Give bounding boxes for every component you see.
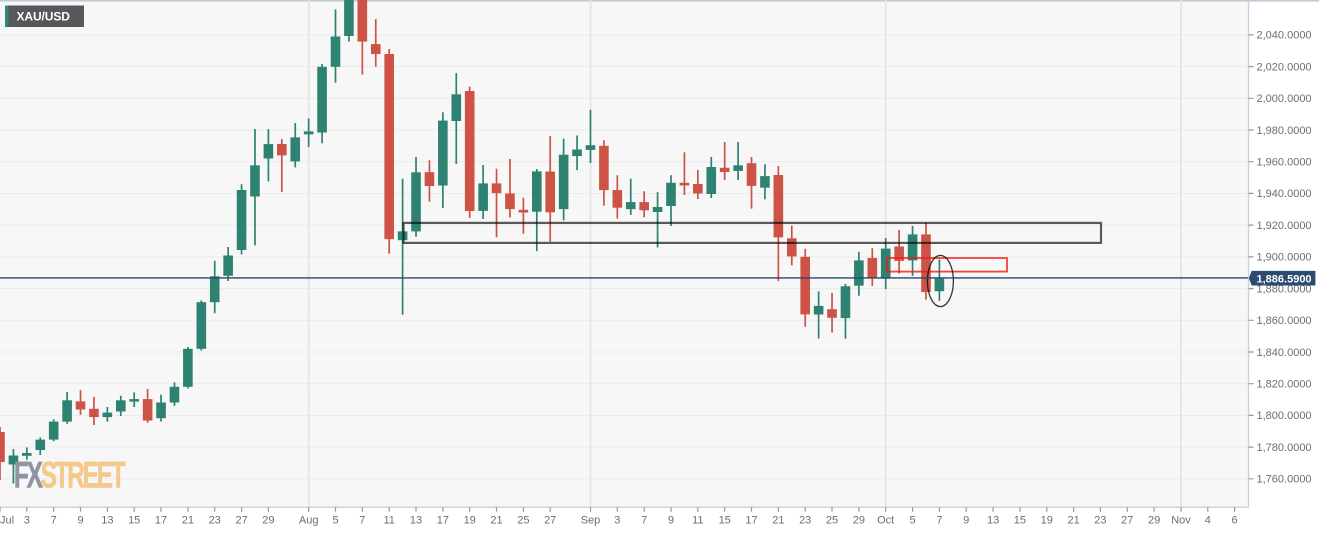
svg-text:1,980.0000: 1,980.0000 bbox=[1257, 125, 1312, 137]
svg-text:21: 21 bbox=[772, 515, 784, 527]
svg-text:27: 27 bbox=[544, 515, 556, 527]
svg-text:25: 25 bbox=[826, 515, 838, 527]
svg-text:1,900.0000: 1,900.0000 bbox=[1257, 252, 1312, 264]
svg-text:9: 9 bbox=[77, 515, 83, 527]
svg-text:5: 5 bbox=[332, 515, 338, 527]
svg-text:1,860.0000: 1,860.0000 bbox=[1257, 315, 1312, 327]
svg-text:15: 15 bbox=[128, 515, 140, 527]
svg-text:3: 3 bbox=[24, 515, 30, 527]
svg-text:17: 17 bbox=[745, 515, 757, 527]
svg-text:1,960.0000: 1,960.0000 bbox=[1257, 157, 1312, 169]
svg-text:11: 11 bbox=[692, 515, 703, 527]
svg-text:11: 11 bbox=[383, 515, 394, 527]
svg-text:Aug: Aug bbox=[299, 515, 319, 527]
svg-text:1,886.5900: 1,886.5900 bbox=[1257, 273, 1312, 285]
svg-text:3: 3 bbox=[614, 515, 620, 527]
svg-text:13: 13 bbox=[987, 515, 999, 527]
svg-text:7: 7 bbox=[641, 515, 647, 527]
svg-text:27: 27 bbox=[235, 515, 247, 527]
svg-text:9: 9 bbox=[963, 515, 969, 527]
svg-text:Sep: Sep bbox=[581, 515, 601, 527]
svg-text:XAU/USD: XAU/USD bbox=[17, 10, 71, 24]
svg-text:23: 23 bbox=[1094, 515, 1106, 527]
svg-text:1,760.0000: 1,760.0000 bbox=[1257, 474, 1312, 486]
svg-text:1,920.0000: 1,920.0000 bbox=[1257, 220, 1312, 232]
svg-text:21: 21 bbox=[490, 515, 502, 527]
svg-text:13: 13 bbox=[101, 515, 113, 527]
svg-text:2,020.0000: 2,020.0000 bbox=[1257, 61, 1312, 73]
svg-text:29: 29 bbox=[1148, 515, 1160, 527]
svg-text:1,800.0000: 1,800.0000 bbox=[1257, 410, 1312, 422]
svg-text:21: 21 bbox=[1067, 515, 1079, 527]
svg-text:Oct: Oct bbox=[877, 515, 894, 527]
svg-text:29: 29 bbox=[262, 515, 274, 527]
svg-text:23: 23 bbox=[209, 515, 221, 527]
svg-text:2,000.0000: 2,000.0000 bbox=[1257, 93, 1312, 105]
svg-text:21: 21 bbox=[182, 515, 194, 527]
svg-text:1,880.0000: 1,880.0000 bbox=[1257, 283, 1312, 295]
svg-text:FXSTREET: FXSTREET bbox=[14, 454, 126, 495]
svg-text:1,940.0000: 1,940.0000 bbox=[1257, 188, 1312, 200]
svg-text:15: 15 bbox=[1014, 515, 1026, 527]
svg-text:1,780.0000: 1,780.0000 bbox=[1257, 442, 1312, 454]
svg-text:19: 19 bbox=[1041, 515, 1053, 527]
svg-text:Nov: Nov bbox=[1171, 515, 1191, 527]
svg-text:5: 5 bbox=[910, 515, 916, 527]
svg-text:2,040.0000: 2,040.0000 bbox=[1257, 30, 1312, 42]
svg-text:1,820.0000: 1,820.0000 bbox=[1257, 379, 1312, 391]
svg-text:23: 23 bbox=[799, 515, 811, 527]
svg-text:9: 9 bbox=[668, 515, 674, 527]
svg-text:17: 17 bbox=[437, 515, 449, 527]
svg-text:6: 6 bbox=[1232, 515, 1238, 527]
svg-text:25: 25 bbox=[517, 515, 529, 527]
svg-text:7: 7 bbox=[51, 515, 57, 527]
svg-text:1,840.0000: 1,840.0000 bbox=[1257, 347, 1312, 359]
svg-text:13: 13 bbox=[410, 515, 422, 527]
svg-text:29: 29 bbox=[853, 515, 865, 527]
svg-text:15: 15 bbox=[719, 515, 731, 527]
svg-text:17: 17 bbox=[155, 515, 167, 527]
svg-text:27: 27 bbox=[1121, 515, 1133, 527]
svg-text:4: 4 bbox=[1205, 515, 1211, 527]
svg-text:7: 7 bbox=[936, 515, 942, 527]
svg-text:19: 19 bbox=[464, 515, 476, 527]
svg-text:7: 7 bbox=[359, 515, 365, 527]
svg-text:Jul: Jul bbox=[0, 515, 14, 527]
